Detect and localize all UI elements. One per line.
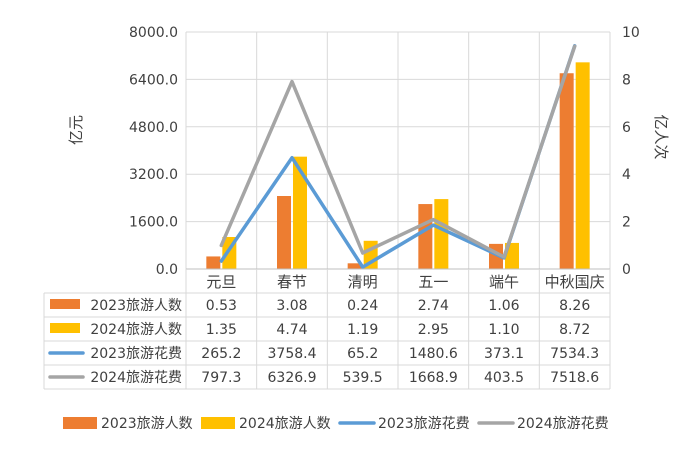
category-label: 端午 [489, 273, 519, 291]
bar-2023-visitors [418, 204, 433, 269]
y-right-tick-label: 10 [622, 25, 640, 41]
y-left-tick-label: 8000.0 [129, 25, 178, 41]
table-series-name: 2024旅游人数 [90, 322, 182, 338]
y-right-tick-label: 0 [622, 262, 631, 278]
table-cell: 1.06 [488, 298, 519, 314]
y-right-tick-label: 2 [622, 215, 631, 231]
table-cell: 539.5 [343, 370, 383, 386]
table-legend-swatch [50, 299, 80, 309]
y-right-tick-label: 6 [622, 120, 631, 136]
table-cell: 1668.9 [409, 370, 458, 386]
table-cell: 3758.4 [268, 346, 317, 362]
bar-2023-visitors [347, 263, 362, 269]
table-cell: 1.10 [488, 322, 519, 338]
table-series-name: 2023旅游花费 [90, 346, 182, 362]
legend-label: 2023旅游花费 [378, 416, 470, 432]
table-cell: 8.72 [559, 322, 590, 338]
table-series-name: 2024旅游花费 [90, 370, 182, 386]
table-series-name: 2023旅游人数 [90, 298, 182, 314]
table-cell: 1480.6 [409, 346, 458, 362]
bar-2024-visitors [434, 199, 449, 269]
table-cell: 3.08 [276, 298, 307, 314]
y-left-tick-label: 1600.0 [129, 215, 178, 231]
y-left-tick-label: 0.0 [156, 262, 178, 278]
category-label: 五一 [418, 273, 448, 291]
legend-label: 2024旅游人数 [239, 416, 331, 432]
gridlines [185, 31, 611, 269]
table-cell: 7534.3 [550, 346, 599, 362]
series-lines [219, 44, 577, 269]
y-right-tick-label: 8 [622, 72, 631, 88]
table-cell: 8.26 [559, 298, 590, 314]
legend-swatch [201, 417, 235, 429]
legend-swatch [63, 417, 97, 429]
y-axis-right-label: 亿人次 [652, 114, 670, 159]
table-cell: 265.2 [201, 346, 241, 362]
table-cell: 65.2 [347, 346, 378, 362]
y-right-tick-label: 4 [622, 167, 631, 183]
table-cell: 0.24 [347, 298, 378, 314]
table-cell: 1.35 [206, 322, 237, 338]
bar-2023-visitors [206, 256, 221, 269]
table-cell: 403.5 [484, 370, 524, 386]
table-legend-swatch [50, 323, 80, 333]
bar-2023-visitors [559, 73, 574, 269]
table-cell: 373.1 [484, 346, 524, 362]
bar-2024-visitors [575, 62, 590, 269]
table-cell: 2.95 [418, 322, 449, 338]
legend-label: 2024旅游花费 [517, 416, 609, 432]
category-label: 春节 [277, 273, 307, 291]
category-label: 中秋国庆 [545, 273, 605, 291]
category-label: 清明 [348, 273, 378, 291]
y-left-tick-label: 3200.0 [129, 167, 178, 183]
bar-2023-visitors [277, 196, 291, 269]
legend: 2023旅游人数 2024旅游人数 2023旅游花费 2024旅游花费 [63, 416, 609, 432]
y-left-tick-label: 6400.0 [129, 72, 178, 88]
table-cell: 0.53 [206, 298, 237, 314]
table-cell: 4.74 [276, 322, 307, 338]
table-cell: 797.3 [201, 370, 241, 386]
bars [206, 62, 590, 269]
y-left-tick-label: 4800.0 [129, 120, 178, 136]
y-axis-left-label: 亿元 [67, 115, 85, 145]
table-cell: 2.74 [418, 298, 449, 314]
category-label: 元旦 [206, 273, 236, 291]
data-table: 元旦 春节 清明 五一 端午 中秋国庆 2023旅游人数 0.53 3.08 0.24 2.74 1.… [43, 269, 611, 390]
table-cell: 7518.6 [550, 370, 599, 386]
bar-2024-visitors [293, 156, 307, 269]
legend-label: 2023旅游人数 [101, 416, 193, 432]
table-cell: 1.19 [347, 322, 378, 338]
line-2024-spending [219, 44, 577, 259]
table-cell: 6326.9 [268, 370, 317, 386]
